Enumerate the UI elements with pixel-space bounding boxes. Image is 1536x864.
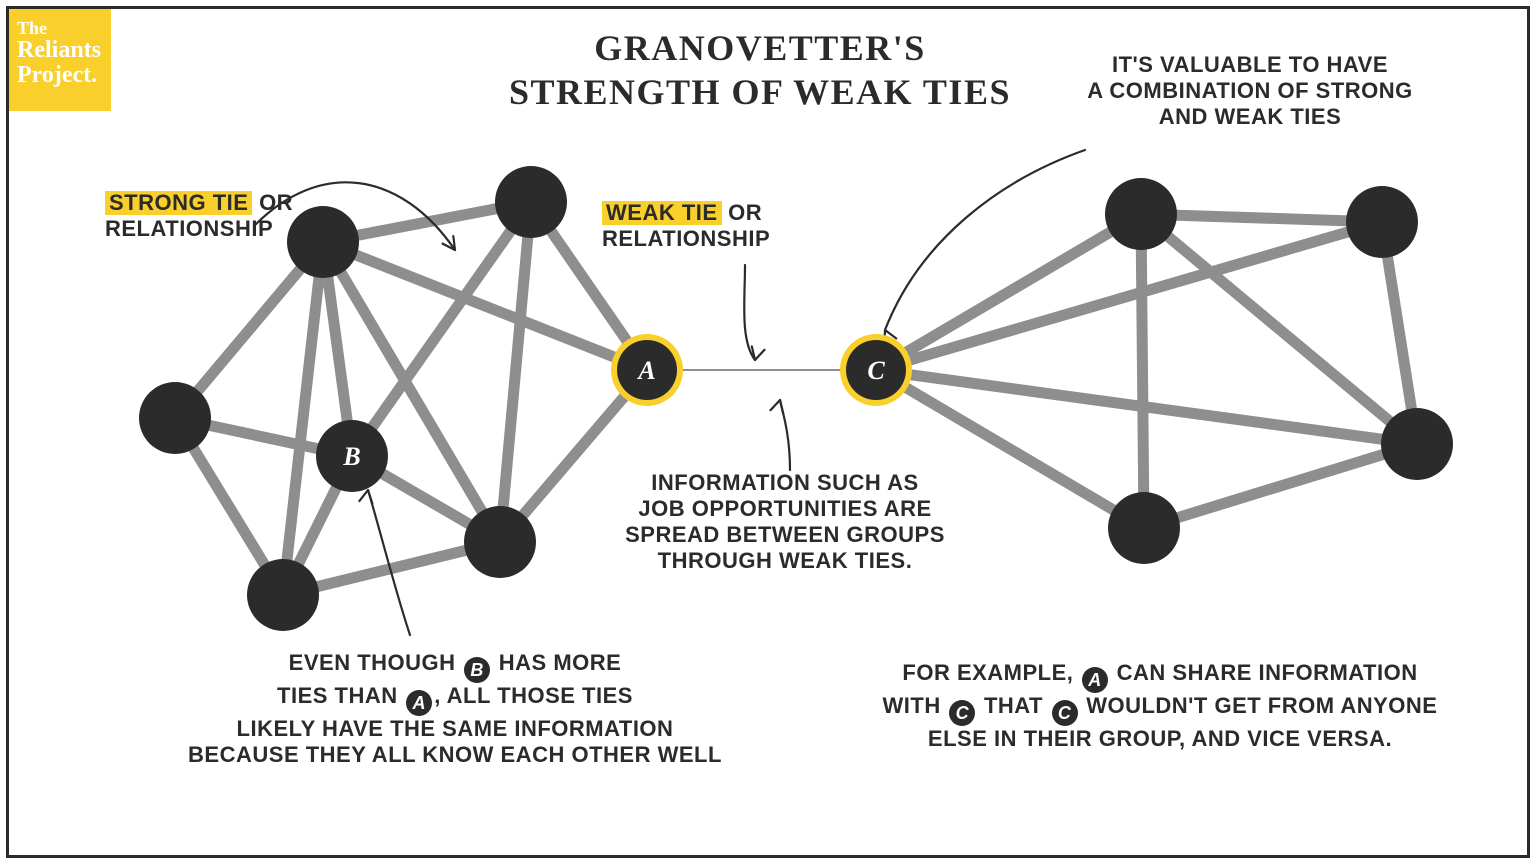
title-line2: STRENGTH OF WEAK TIES xyxy=(509,72,1011,112)
edge-strong xyxy=(500,202,531,542)
network-node xyxy=(495,166,567,238)
label-information: INFORMATION SUCH ASJOB OPPORTUNITIES ARE… xyxy=(605,470,965,574)
label-b-note: EVEN THOUGH B HAS MORETIES THAN A, ALL T… xyxy=(175,650,735,768)
network-node xyxy=(1105,178,1177,250)
label-strong-tie: STRONG TIE ORRELATIONSHIP xyxy=(105,190,365,242)
edge-strong xyxy=(1144,444,1417,528)
inline-node-badge: A xyxy=(406,690,432,716)
network-node xyxy=(139,382,211,454)
label-weak-tie: WEAK TIE ORRELATIONSHIP xyxy=(602,200,832,252)
highlight: STRONG TIE xyxy=(105,191,252,215)
network-node xyxy=(247,559,319,631)
highlight: WEAK TIE xyxy=(602,201,722,225)
node-label: B xyxy=(342,442,360,471)
label-combination: IT'S VALUABLE TO HAVEA COMBINATION OF ST… xyxy=(1060,52,1440,130)
network-node xyxy=(464,506,536,578)
arrowhead-icon xyxy=(770,400,783,414)
network-node xyxy=(1108,492,1180,564)
label-example: FOR EXAMPLE, A CAN SHARE INFORMATIONWITH… xyxy=(850,660,1470,752)
inline-node-badge: A xyxy=(1082,667,1108,693)
node-label: A xyxy=(636,356,655,385)
edge-strong xyxy=(1141,214,1382,222)
annotation-arrow xyxy=(744,265,755,360)
edge-strong xyxy=(283,242,323,595)
node-label: C xyxy=(867,356,885,385)
edge-strong xyxy=(1141,214,1144,528)
arrowhead-icon xyxy=(752,346,765,360)
title-line1: GRANOVETTER'S xyxy=(594,28,926,68)
network-node xyxy=(1381,408,1453,480)
edge-strong xyxy=(876,214,1141,370)
network-node xyxy=(1346,186,1418,258)
inline-node-badge: C xyxy=(949,700,975,726)
inline-node-badge: C xyxy=(1052,700,1078,726)
inline-node-badge: B xyxy=(464,657,490,683)
